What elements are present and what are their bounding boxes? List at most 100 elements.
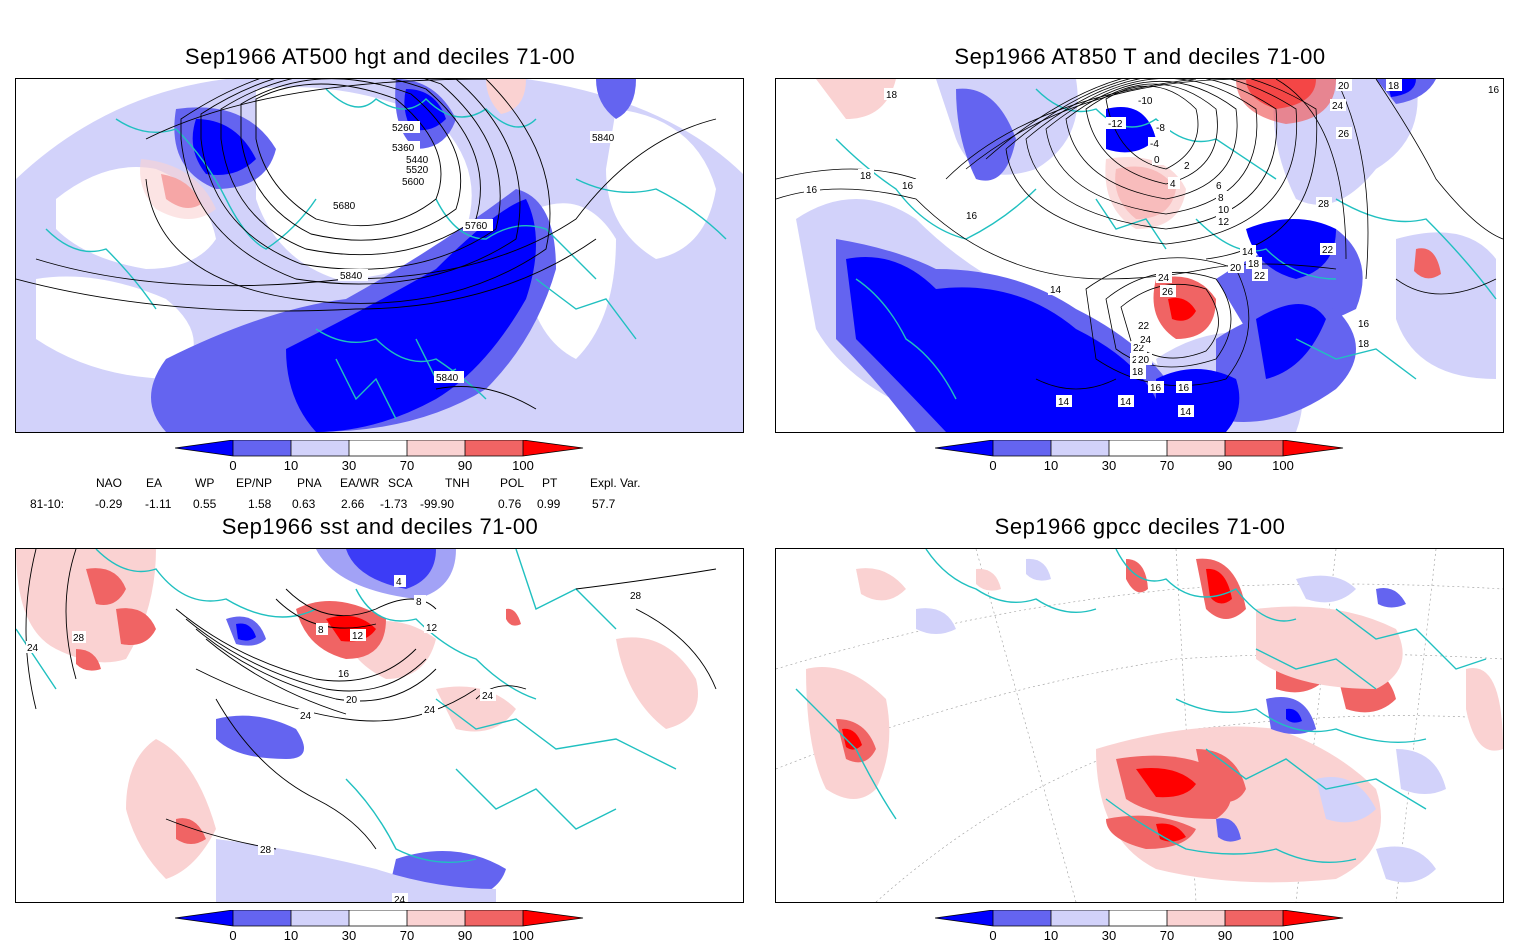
sst-decile-map: 24 28 28 8 12 16 20 24 24 24 4: [16, 549, 743, 902]
contour-label: 24: [1332, 101, 1344, 112]
contour-label: 14: [1050, 285, 1062, 296]
contour-label: 8: [416, 597, 422, 608]
contour-label: 5520: [406, 165, 429, 176]
cb-label: 30: [341, 458, 357, 473]
idx-header: PT: [542, 476, 558, 490]
contour-label: 28: [630, 591, 642, 602]
map-frame: [775, 548, 1504, 903]
cb-swatch-2: [291, 440, 349, 456]
contour-label: 28: [260, 845, 272, 856]
cb-label: 90: [1217, 928, 1233, 943]
panel-title: Sep1966 AT850 T and deciles 71-00: [954, 44, 1326, 69]
cb-label: 100: [512, 458, 534, 473]
cb-label: 70: [1159, 458, 1175, 473]
cb-swatch-3: [1109, 440, 1167, 456]
contour-label: 18: [860, 171, 872, 182]
idx-header: WP: [195, 476, 215, 490]
cb-label: 90: [457, 928, 473, 943]
idx-header: EA/WR: [340, 476, 380, 490]
contour-label: 6: [1216, 181, 1222, 192]
contour-label: 24: [424, 705, 436, 716]
contour-label: 28: [73, 633, 85, 644]
contour-label: 5840: [340, 271, 363, 282]
contour-label: 5840: [436, 373, 459, 384]
colorbar: 0 10 30 70 90 100: [174, 909, 585, 943]
cb-label: 0: [229, 458, 237, 473]
cb-label: 0: [989, 458, 997, 473]
idx-header: NAO: [96, 476, 123, 490]
contour-label: 24: [27, 643, 39, 654]
contour-label: 4: [1170, 179, 1176, 190]
cb-label: 100: [512, 928, 534, 943]
cb-label: 30: [341, 928, 357, 943]
cb-swatch-3: [349, 910, 407, 926]
contour-label: 5840: [592, 133, 615, 144]
cb-label: 90: [1217, 458, 1233, 473]
cb-swatch-5: [1225, 910, 1283, 926]
contour-label: 24: [300, 711, 312, 722]
contour-label: 14: [1242, 247, 1254, 258]
contour-label: 18: [886, 90, 898, 101]
contour-label: 16: [806, 185, 818, 196]
contour-label: 16: [902, 181, 914, 192]
panel-at850-t: Sep1966 AT850 T and deciles 71-00: [760, 0, 1520, 473]
contour-label: 12: [426, 623, 438, 634]
idx-header: PNA: [297, 476, 322, 490]
contour-label: 10: [1218, 205, 1230, 216]
colorbar-swatches: [174, 909, 584, 927]
idx-header: POL: [500, 476, 525, 490]
idx-value: -99.90: [420, 497, 455, 511]
cb-swatch-1: [993, 440, 1051, 456]
contour-label: 18: [1388, 81, 1400, 92]
cb-swatch-1: [233, 440, 291, 456]
contour-label: 12: [352, 631, 364, 642]
contour-label: 16: [1150, 383, 1162, 394]
cb-label: 90: [457, 458, 473, 473]
cb-swatch-4: [407, 910, 465, 926]
cb-label: 0: [229, 928, 237, 943]
contour-label: 2: [1184, 161, 1190, 172]
contour-label: -12: [1108, 119, 1123, 130]
cb-swatch-3: [349, 440, 407, 456]
cb-swatch-4: [1167, 910, 1225, 926]
cb-label: 30: [1101, 458, 1117, 473]
contour-label: 5360: [392, 143, 415, 154]
cb-swatch-0: [175, 910, 233, 926]
cb-swatch-2: [1051, 910, 1109, 926]
idx-value: 57.7: [592, 497, 616, 511]
idx-value: 1.58: [248, 497, 272, 511]
idx-value: 0.55: [193, 497, 217, 511]
map-frame: 24 28 28 8 12 16 20 24 24 24 4: [15, 548, 744, 903]
contour-label: 8: [318, 625, 324, 636]
cb-swatch-6: [523, 440, 583, 456]
cb-swatch-5: [465, 910, 523, 926]
contour-label: 22: [1254, 271, 1266, 282]
contour-label: 4: [396, 577, 402, 588]
t850-decile-map: 18 18 16 16 16 14 14 14 14 16: [776, 79, 1503, 432]
panel-title: Sep1966 AT500 hgt and deciles 71-00: [184, 44, 576, 69]
contour-label: -10: [1138, 96, 1153, 107]
contour-label: 0: [1154, 155, 1160, 166]
cb-label: 70: [399, 928, 415, 943]
cb-swatch-0: [935, 910, 993, 926]
contour-label: 5260: [392, 123, 415, 134]
cb-swatch-0: [175, 440, 233, 456]
idx-header: EP/NP: [236, 476, 273, 490]
cb-label: 70: [399, 458, 415, 473]
contour-label: 20: [1338, 81, 1350, 92]
idx-value: 2.66: [341, 497, 365, 511]
contour-label: 24: [482, 691, 494, 702]
cb-label: 0: [989, 928, 997, 943]
contour-label: 20: [1230, 263, 1242, 274]
idx-header: Expl. Var.: [590, 476, 641, 490]
idx-value: -1.73: [380, 497, 408, 511]
colorbar: 0 10 30 70 90 100: [934, 439, 1345, 473]
contour-label: 18: [1248, 259, 1260, 270]
colorbar: 0 10 30 70 90 100: [174, 439, 585, 473]
cb-swatch-6: [1283, 440, 1343, 456]
cb-swatch-2: [291, 910, 349, 926]
idx-header: EA: [146, 476, 163, 490]
contour-label: 8: [1218, 193, 1224, 204]
colorbar: 0 10 30 70 90 100: [934, 909, 1345, 943]
contour-label: 5600: [402, 177, 425, 188]
